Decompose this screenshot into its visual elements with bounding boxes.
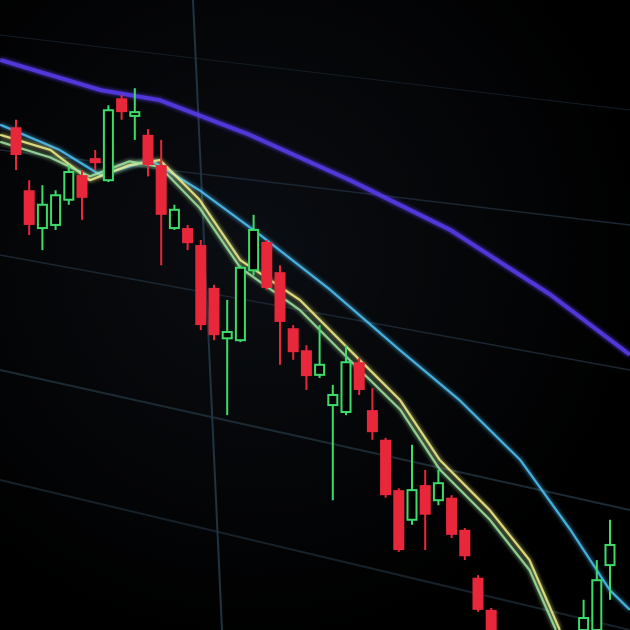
candle-up	[340, 345, 352, 416]
candle-down	[195, 240, 207, 331]
grid-line-vertical	[192, 0, 223, 630]
candle-down	[89, 149, 101, 171]
candle-body	[261, 241, 273, 288]
candle-up	[578, 599, 590, 630]
moving-average-line	[0, 140, 557, 630]
candle-body	[380, 439, 392, 496]
candle-up	[604, 519, 616, 600]
candle-body	[472, 577, 484, 610]
moving-average-lines	[0, 57, 630, 630]
candles	[10, 88, 616, 630]
candle-body	[274, 272, 286, 322]
candle-body	[327, 394, 339, 407]
candle-down	[393, 488, 405, 552]
grid-line	[0, 369, 630, 511]
candle-body	[23, 190, 35, 225]
candle-body	[76, 175, 88, 198]
candle-body	[419, 485, 431, 515]
candle-down	[353, 357, 365, 396]
candle-up	[129, 88, 141, 140]
candle-down	[485, 607, 497, 630]
grid-line	[0, 34, 630, 111]
candle-body	[300, 350, 312, 377]
grid-line	[0, 479, 630, 630]
candle-body	[459, 529, 471, 557]
candle-body	[221, 331, 233, 340]
moving-average-line	[0, 133, 561, 630]
candle-body	[485, 609, 497, 630]
candle-body	[248, 228, 260, 272]
candle-body	[116, 98, 128, 113]
candle-body	[129, 111, 141, 117]
candle-down	[142, 129, 154, 177]
candle-body	[446, 497, 458, 535]
candle-body	[340, 361, 352, 414]
candle-body	[36, 203, 48, 230]
candle-body	[432, 482, 444, 502]
candle-body	[604, 543, 616, 567]
candle-body	[89, 158, 101, 164]
candle-down	[287, 325, 299, 360]
candle-body	[578, 617, 590, 630]
candle-body	[591, 579, 603, 630]
candle-down	[116, 95, 128, 120]
candle-up	[248, 214, 260, 276]
grid-line	[0, 254, 630, 371]
candle-down	[10, 119, 22, 171]
candle-up	[221, 299, 233, 416]
candle-body	[142, 134, 154, 166]
candle-body	[353, 362, 365, 390]
candle-down	[155, 139, 167, 266]
candle-body	[406, 489, 418, 521]
candle-body	[195, 245, 207, 326]
candle-body	[366, 410, 378, 433]
candle-up	[36, 185, 48, 251]
candle-up	[234, 265, 246, 343]
candle-down	[274, 265, 286, 365]
moving-average-line	[0, 57, 630, 357]
candle-down	[380, 437, 392, 498]
candle-down	[182, 224, 194, 251]
candle-body	[314, 363, 326, 376]
candle-body	[287, 328, 299, 353]
candle-body	[168, 208, 180, 230]
candle-down	[300, 345, 312, 390]
candle-up	[102, 105, 114, 183]
candle-body	[182, 228, 194, 244]
candle-down	[366, 388, 378, 440]
candle-up	[168, 204, 180, 230]
candle-down	[76, 170, 88, 220]
candle-up	[314, 325, 326, 378]
candle-down	[459, 527, 471, 561]
candle-down	[446, 495, 458, 539]
candle-body	[208, 287, 220, 336]
candle-down	[261, 240, 273, 290]
candle-up	[50, 190, 62, 230]
candle-down	[23, 180, 35, 235]
candle-body	[102, 109, 114, 182]
candle-up	[63, 165, 75, 205]
candle-up	[406, 444, 418, 525]
candle-down	[419, 469, 431, 550]
candle-body	[234, 266, 246, 342]
candle-up	[591, 560, 603, 630]
candle-up	[327, 384, 339, 501]
candle-body	[10, 127, 22, 155]
candle-body	[63, 170, 75, 201]
candle-up	[432, 469, 444, 506]
candle-down	[472, 575, 484, 612]
candle-body	[155, 165, 167, 215]
candle-body	[50, 194, 62, 226]
candle-body	[393, 490, 405, 550]
candle-down	[208, 284, 220, 341]
